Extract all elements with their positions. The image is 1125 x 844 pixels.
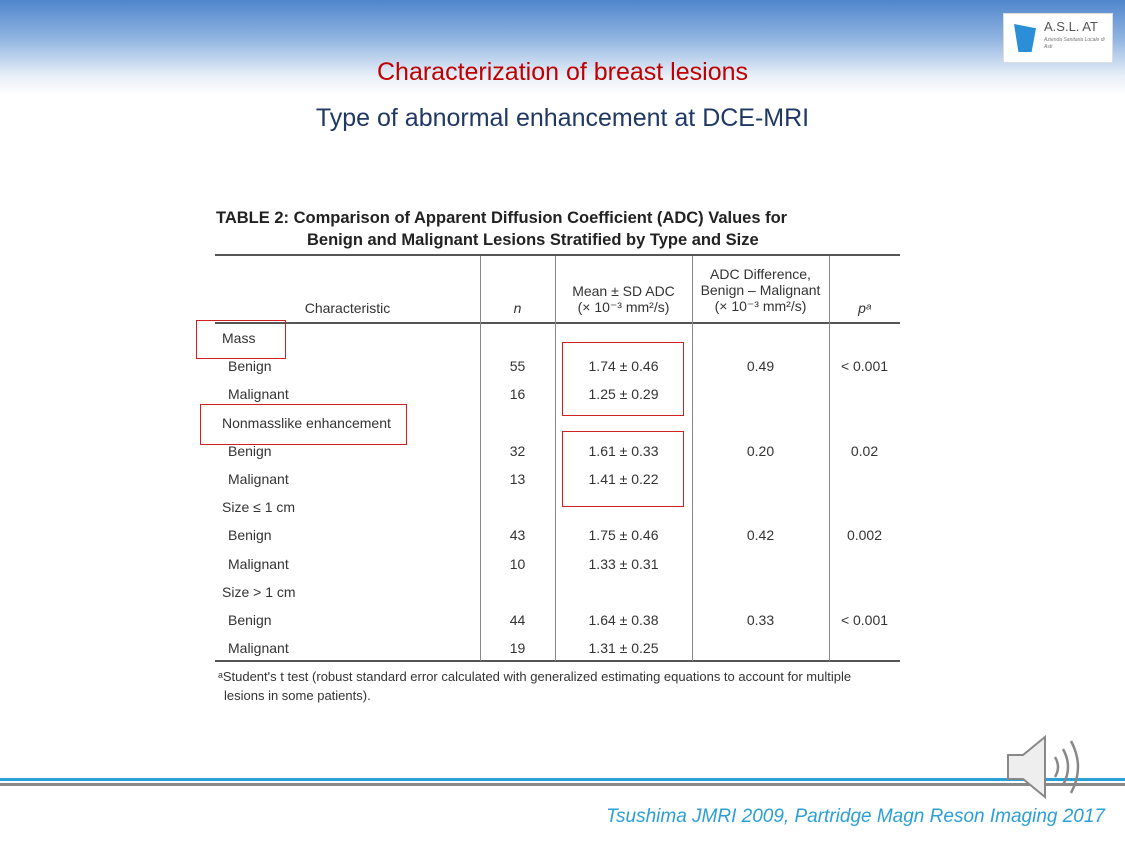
table-row: Size ≤ 1 cm xyxy=(215,499,900,521)
table-row: Malignant 19 1.31 ± 0.25 xyxy=(215,640,900,662)
logo-name: A.S.L. AT xyxy=(1044,19,1098,34)
column-divider xyxy=(555,256,556,661)
header-characteristic: Characteristic xyxy=(304,300,391,316)
cell-mean: 1.41 ± 0.22 xyxy=(588,471,659,487)
cell-n: 32 xyxy=(509,442,526,459)
table-row: Benign 44 1.64 ± 0.38 0.33 < 0.001 xyxy=(215,612,900,634)
header-mean: Mean ± SD ADC (× 10⁻³ mm²/s) xyxy=(555,283,692,315)
cell-characteristic: Benign xyxy=(228,358,272,375)
logo-mark-icon xyxy=(1014,24,1036,52)
cell-characteristic: Benign xyxy=(228,612,272,628)
cell-characteristic: Size > 1 cm xyxy=(222,583,296,600)
cell-diff: 0.49 xyxy=(746,358,775,375)
table-row: Nonmasslike enhancement xyxy=(215,415,900,437)
cell-characteristic: Malignant xyxy=(228,386,289,403)
table-bottom-rule xyxy=(215,660,900,662)
caption-line-1: TABLE 2: Comparison of Apparent Diffusio… xyxy=(216,209,788,227)
table-row: Benign 55 1.74 ± 0.46 0.49 < 0.001 xyxy=(215,358,900,380)
table-top-rule xyxy=(215,254,900,256)
cell-mean: 1.33 ± 0.31 xyxy=(588,555,659,572)
cell-characteristic: Mass xyxy=(222,330,256,346)
table-row: Mass xyxy=(215,330,900,352)
header-band xyxy=(0,0,1125,95)
cell-diff: 0.42 xyxy=(746,527,775,544)
caption-line-2: Benign and Malignant Lesions Stratified … xyxy=(307,231,759,249)
cell-n: 19 xyxy=(509,640,526,657)
cell-mean: 1.75 ± 0.46 xyxy=(588,527,659,544)
cell-diff: 0.33 xyxy=(746,612,775,628)
cell-n: 16 xyxy=(509,386,526,403)
table-row: Malignant 10 1.33 ± 0.31 xyxy=(215,556,900,578)
header-n: n xyxy=(513,300,522,316)
footer-rule-blue xyxy=(0,778,1125,781)
cell-characteristic: Benign xyxy=(228,442,272,459)
cell-n: 13 xyxy=(509,471,526,487)
table-row: Malignant 16 1.25 ± 0.29 xyxy=(215,386,900,408)
cell-n: 43 xyxy=(509,527,526,544)
table-row: Size > 1 cm xyxy=(215,584,900,606)
cell-mean: 1.31 ± 0.25 xyxy=(588,640,659,657)
slide-title: Characterization of breast lesions xyxy=(376,58,749,86)
footer-rule-grey xyxy=(0,783,1125,786)
highlight-box-mass-values xyxy=(562,342,684,416)
column-divider xyxy=(829,256,830,661)
cell-characteristic: Malignant xyxy=(228,555,289,572)
cell-p: < 0.001 xyxy=(840,358,889,375)
header-mean-l2: (× 10⁻³ mm²/s) xyxy=(577,299,670,315)
column-divider xyxy=(480,256,481,661)
citation: Tsushima JMRI 2009, Partridge Magn Reson… xyxy=(606,806,1105,827)
cell-n: 10 xyxy=(509,555,526,572)
cell-mean: 1.64 ± 0.38 xyxy=(588,612,659,628)
cell-characteristic: Malignant xyxy=(228,471,289,487)
cell-diff: 0.20 xyxy=(746,442,775,459)
cell-p: 0.02 xyxy=(850,442,879,459)
table-row: Benign 32 1.61 ± 0.33 0.20 0.02 xyxy=(215,443,900,465)
header-p: pᵃ xyxy=(858,300,871,316)
highlight-box-mass xyxy=(196,320,286,359)
cell-mean: 1.74 ± 0.46 xyxy=(588,358,659,375)
footnote-line-2: lesions in some patients). xyxy=(224,688,371,703)
header-diff-l3: (× 10⁻³ mm²/s) xyxy=(714,298,807,314)
header-diff-l2: Benign – Malignant xyxy=(700,282,821,298)
asl-logo: A.S.L. AT Azienda Sanitaria Locale di As… xyxy=(1003,13,1113,63)
header-diff: ADC Difference, Benign – Malignant (× 10… xyxy=(692,266,829,314)
speaker-icon[interactable] xyxy=(1005,733,1093,806)
cell-characteristic: Malignant xyxy=(228,640,289,657)
table-row: Benign 43 1.75 ± 0.46 0.42 0.002 xyxy=(215,527,900,549)
cell-mean: 1.25 ± 0.29 xyxy=(588,386,659,403)
logo-subtitle: Azienda Sanitaria Locale di Asti xyxy=(1044,37,1105,50)
highlight-box-nonmass xyxy=(200,404,407,445)
cell-p: < 0.001 xyxy=(840,612,889,628)
slide-subtitle: Type of abnormal enhancement at DCE-MRI xyxy=(315,104,810,132)
table-row: Malignant 13 1.41 ± 0.22 xyxy=(215,471,900,493)
header-mean-l1: Mean ± SD ADC xyxy=(572,283,675,299)
cell-characteristic: Nonmasslike enhancement xyxy=(222,414,391,431)
table-header-rule xyxy=(215,322,900,324)
column-divider xyxy=(692,256,693,661)
cell-n: 44 xyxy=(509,612,526,628)
header-diff-l1: ADC Difference, xyxy=(710,266,811,282)
cell-n: 55 xyxy=(509,358,526,375)
highlight-box-nonmass-values xyxy=(562,431,684,507)
cell-p: 0.002 xyxy=(846,527,883,544)
table-footnote: ᵃStudent's t test (robust standard error… xyxy=(218,667,918,705)
cell-characteristic: Benign xyxy=(228,527,272,544)
footnote-line-1: ᵃStudent's t test (robust standard error… xyxy=(218,669,852,684)
cell-characteristic: Size ≤ 1 cm xyxy=(222,499,296,516)
table-caption: TABLE 2: Comparison of Apparent Diffusio… xyxy=(216,207,787,251)
cell-mean: 1.61 ± 0.33 xyxy=(588,442,659,459)
